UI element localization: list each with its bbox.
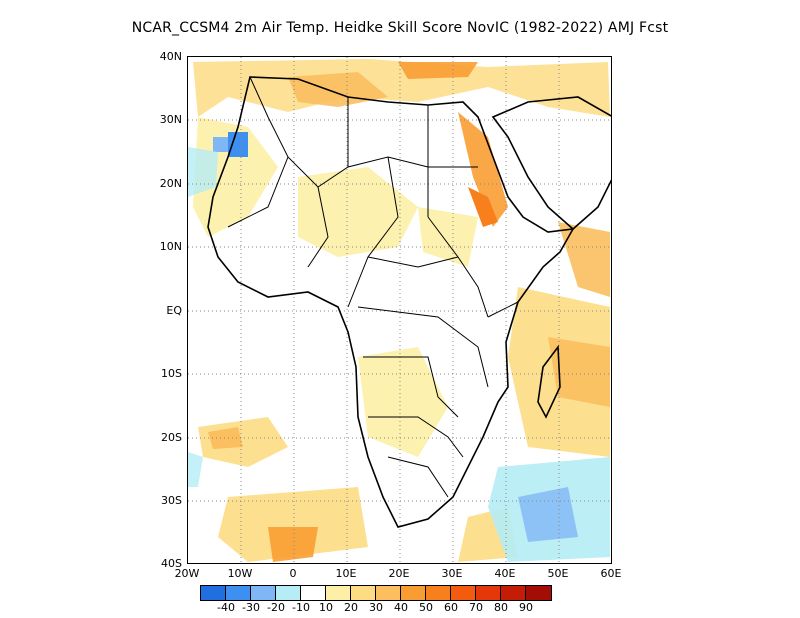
- colorbar-swatch: [451, 586, 476, 600]
- colorbar-label: 90: [519, 601, 533, 614]
- colorbar-swatch: [326, 586, 351, 600]
- lat-label: 10N: [159, 240, 182, 253]
- colorbar-swatch: [376, 586, 401, 600]
- colorbar-swatch: [301, 586, 326, 600]
- colorbar-label: 20: [344, 601, 358, 614]
- lon-label: 40E: [494, 567, 516, 580]
- lat-label: EQ: [166, 304, 182, 317]
- lon-label: 50E: [547, 567, 569, 580]
- colorbar-swatch: [276, 586, 301, 600]
- lon-label: 60E: [600, 567, 622, 580]
- colorbar-label: 60: [444, 601, 458, 614]
- lat-label: 40N: [159, 50, 182, 63]
- lat-label: 20S: [161, 431, 182, 444]
- lon-label: 0: [289, 567, 297, 580]
- colorbar-label: -10: [292, 601, 310, 614]
- lat-label: 40S: [161, 557, 182, 570]
- lat-label: 30N: [159, 113, 182, 126]
- coastlines: [207, 76, 611, 528]
- colorbar-label: -40: [217, 601, 235, 614]
- colorbar: [200, 585, 552, 601]
- colorbar-label: 80: [494, 601, 508, 614]
- score-shading: [188, 59, 610, 562]
- colorbar-label: 40: [394, 601, 408, 614]
- lon-label: 10W: [227, 567, 253, 580]
- lon-label: 20W: [174, 567, 200, 580]
- lon-label: 20E: [388, 567, 410, 580]
- lat-label: 10S: [161, 367, 182, 380]
- map-title: NCAR_CCSM4 2m Air Temp. Heidke Skill Sco…: [131, 20, 669, 36]
- colorbar-swatch: [526, 586, 551, 600]
- colorbar-swatch: [251, 586, 276, 600]
- colorbar-label: -20: [267, 601, 285, 614]
- lon-label: 30E: [441, 567, 463, 580]
- colorbar-swatch: [476, 586, 501, 600]
- colorbar-label: -30: [242, 601, 260, 614]
- country-borders: [227, 76, 519, 498]
- colorbar-swatch: [201, 586, 226, 600]
- colorbar-swatch: [226, 586, 251, 600]
- colorbar-swatch: [351, 586, 376, 600]
- colorbar-label: 30: [369, 601, 383, 614]
- colorbar-swatch: [501, 586, 526, 600]
- colorbar-label: 50: [419, 601, 433, 614]
- map-frame: [187, 56, 612, 564]
- lat-label: 30S: [161, 494, 182, 507]
- colorbar-label: 70: [469, 601, 483, 614]
- gridlines: [188, 57, 611, 563]
- colorbar-label: 10: [319, 601, 333, 614]
- colorbar-swatch: [426, 586, 451, 600]
- skill-score-map: [188, 57, 611, 563]
- colorbar-swatch: [401, 586, 426, 600]
- lon-label: 10E: [335, 567, 357, 580]
- lat-label: 20N: [159, 177, 182, 190]
